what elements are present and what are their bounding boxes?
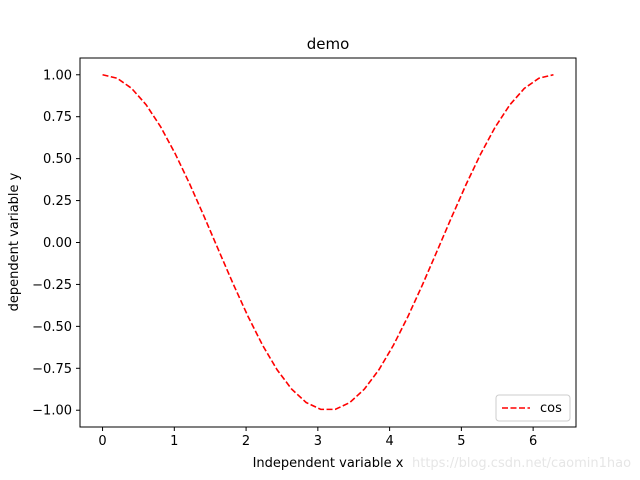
y-tick-label: 1.00 — [43, 68, 72, 83]
y-tick-label: 0.75 — [43, 110, 72, 125]
x-tick-label: 2 — [242, 434, 250, 449]
legend: cos — [495, 394, 571, 422]
legend-box — [495, 394, 571, 422]
x-tick-label: 3 — [314, 434, 322, 449]
x-tick-label: 6 — [529, 434, 537, 449]
y-tick-label: 0.50 — [43, 152, 72, 167]
y-axis-label: dependent variable y — [7, 172, 22, 311]
x-axis-label: Independent variable x — [253, 456, 404, 471]
chart-title: demo — [307, 35, 350, 53]
legend-label-cos: cos — [540, 401, 562, 416]
y-tick-label: −0.50 — [32, 320, 72, 335]
y-tick-label: −1.00 — [32, 404, 72, 419]
x-tick-label: 1 — [170, 434, 178, 449]
x-axis-ticks: 0 1 2 3 4 5 6 — [98, 427, 537, 449]
y-tick-label: −0.25 — [32, 278, 72, 293]
watermark-text: https://blog.csdn.net/caomin1hao — [412, 456, 631, 471]
x-tick-label: 0 — [98, 434, 106, 449]
x-tick-label: 4 — [385, 434, 393, 449]
x-tick-label: 5 — [457, 434, 465, 449]
series-line-cos — [102, 73, 554, 411]
y-tick-label: 0.25 — [43, 194, 72, 209]
y-tick-label: −0.75 — [32, 362, 72, 377]
y-axis-ticks: 1.00 0.75 0.50 0.25 0.00 −0.25 −0.50 −0.75 −1.00 — [32, 68, 80, 419]
y-tick-label: 0.00 — [43, 236, 72, 251]
plot-area — [80, 58, 576, 427]
series-layer — [102, 73, 554, 411]
